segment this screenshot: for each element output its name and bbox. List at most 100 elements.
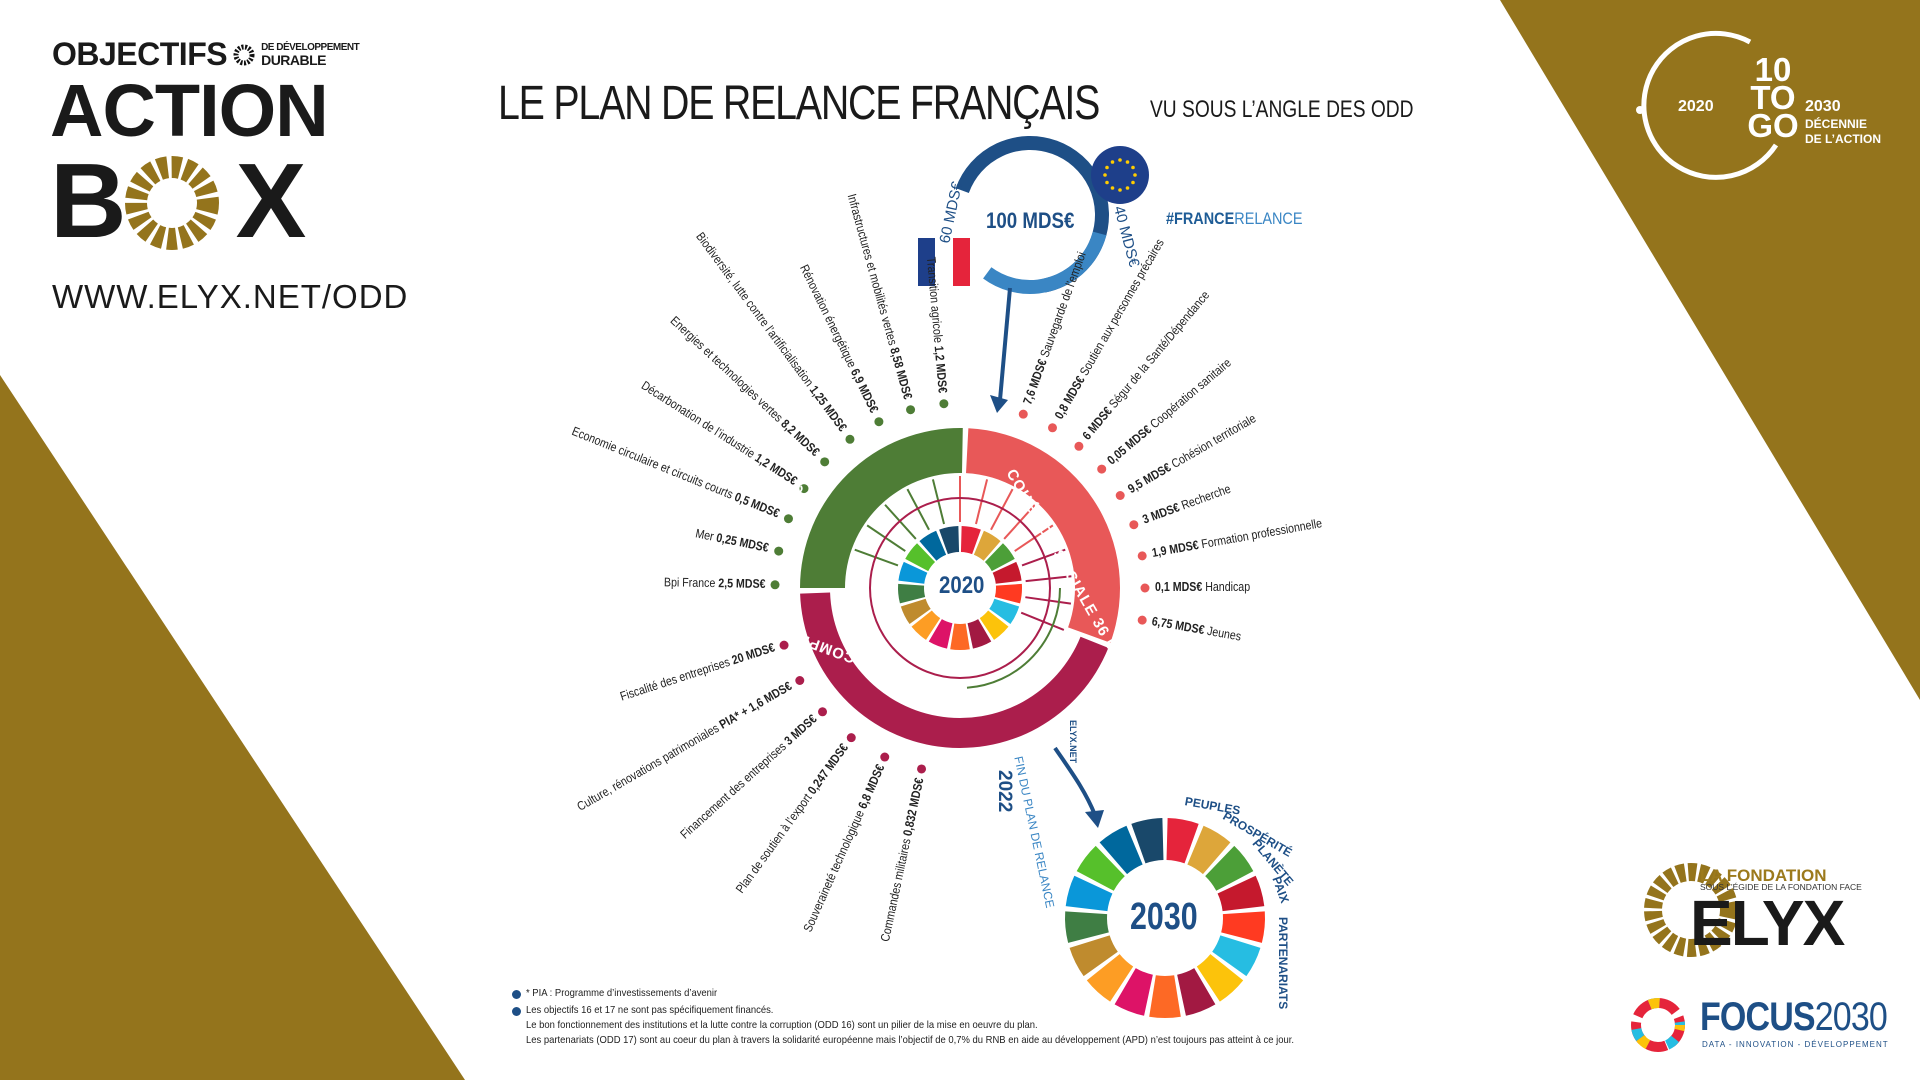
item-dot xyxy=(906,405,916,415)
item-dot xyxy=(770,580,780,590)
ten-text: 10 xyxy=(1754,51,1792,88)
sdg-segment-2030 xyxy=(1187,825,1231,875)
connector-line xyxy=(1021,548,1066,567)
connector-line xyxy=(974,479,989,525)
item-dot xyxy=(1137,551,1147,561)
brand-sub-bottom: DURABLE xyxy=(261,51,327,68)
footnote-bullet xyxy=(512,1007,521,1016)
gold-triangle-bottom-left xyxy=(0,375,465,1080)
arrow-down xyxy=(998,287,1012,401)
sdg-segment-2030 xyxy=(1114,968,1153,1016)
focus-bold: FOCUS xyxy=(1700,995,1816,1039)
sdg-segment-2020 xyxy=(939,526,960,555)
sdg-segment-2030 xyxy=(1065,875,1113,912)
page-subtitle: VU SOUS L’ANGLE DES ODD xyxy=(1150,96,1414,123)
connector-line xyxy=(1025,575,1072,583)
item-amount: 2,5 MDS€ xyxy=(717,575,766,591)
sdg-segment-2020 xyxy=(950,623,970,650)
connector-line xyxy=(854,548,899,567)
plan-diagram xyxy=(770,136,1265,1018)
eu-star xyxy=(1118,188,1122,192)
hashtag-bold: #FRANCE xyxy=(1166,209,1235,228)
eu-star xyxy=(1125,160,1130,164)
sdg-segment-2020 xyxy=(898,583,926,604)
item-dot xyxy=(795,676,805,685)
connector-line xyxy=(1003,504,1036,540)
item-dot xyxy=(939,399,949,409)
connector-ring xyxy=(869,497,1051,679)
ecologie-item: Bpi France 2,5 MDS€ xyxy=(663,575,765,591)
sdg-segment-2020 xyxy=(911,610,941,640)
gold-triangle-top-right xyxy=(1500,0,1920,700)
sdg-wheel-icon xyxy=(233,44,255,65)
connector-line xyxy=(866,524,906,552)
sdg-segment-2030 xyxy=(1064,911,1109,943)
sdg-wheel-icon xyxy=(125,156,219,250)
sdg-segment-2020 xyxy=(994,583,1023,604)
focus-name: FOCUS2030 xyxy=(1700,995,1888,1040)
sdg-segment-2020 xyxy=(905,543,936,572)
fondation-name: ELYX xyxy=(1690,887,1845,959)
item-dot xyxy=(917,764,927,774)
brand-objectifs-text: OBJECTIFS xyxy=(52,36,228,72)
elyx-small-logo: ELYX.NET xyxy=(1068,720,1078,764)
connector-line xyxy=(990,488,1014,531)
eu-star xyxy=(1131,165,1135,170)
item-label: Handicap xyxy=(1205,580,1251,594)
eu-star xyxy=(1110,186,1115,190)
item-dot xyxy=(1129,520,1139,530)
item-dot xyxy=(880,752,890,762)
item-dot xyxy=(774,546,784,556)
brand-action: ACTION xyxy=(50,69,329,152)
connector-line xyxy=(1025,596,1072,605)
item-dot xyxy=(779,640,789,650)
item-dot xyxy=(1018,409,1028,419)
plan-end-year: 2022 xyxy=(994,770,1015,813)
connector-line xyxy=(884,504,917,540)
eu-star xyxy=(1103,173,1107,177)
fondation-title: LA FONDATION xyxy=(1700,866,1827,885)
decade-circle-icon xyxy=(1636,30,1779,180)
hashtag[interactable]: #FRANCERELANCE xyxy=(1166,209,1303,229)
sdg-segment-2030 xyxy=(1069,935,1118,977)
arrow-head xyxy=(1085,810,1104,828)
sdg-segment-2020 xyxy=(967,619,992,649)
cohesion-item: 0,1 MDS€ Handicap xyxy=(1155,580,1250,594)
focus-logo-icon xyxy=(1631,998,1685,1052)
go-text: GO xyxy=(1747,107,1799,144)
eu-star xyxy=(1105,180,1109,185)
total-amount: 100 MDS€ xyxy=(986,208,1075,233)
fondation-wheel-icon xyxy=(1644,863,1738,957)
target-year: 2030 xyxy=(1130,896,1198,938)
eu-star xyxy=(1133,173,1137,177)
focus-light: 2030 xyxy=(1814,995,1888,1039)
footnote-line3: Les partenariats (ODD 17) sont au coeur … xyxy=(526,1034,1294,1046)
item-dot xyxy=(1074,441,1084,451)
item-dot xyxy=(874,417,884,427)
decade-until: 2030 xyxy=(1805,98,1841,115)
item-dot xyxy=(845,434,855,444)
decade-label2: DE L’ACTION xyxy=(1805,132,1882,146)
item-dot xyxy=(1097,464,1107,474)
arrow-head xyxy=(990,395,1008,413)
item-dot xyxy=(783,514,793,524)
sdg-segment-2030 xyxy=(1149,975,1181,1018)
item-dot xyxy=(1048,423,1057,433)
brand-url-link[interactable]: WWW.ELYX.NET/ODD xyxy=(52,278,409,315)
sdg-segment-2020 xyxy=(960,526,981,555)
sdg-segment-2030 xyxy=(1177,968,1216,1016)
sdg-segment-2030 xyxy=(1196,954,1244,1002)
sdg-segment-2020 xyxy=(989,598,1020,625)
item-dot xyxy=(1137,615,1147,625)
footnote-line1: Les objectifs 16 et 17 ne sont pas spéci… xyxy=(526,1004,774,1016)
sdg-segment-2020 xyxy=(898,561,928,584)
sdg-segment-2030 xyxy=(1086,954,1134,1002)
brand-objectifs: OBJECTIFS DE DÉVELOPPEMENT DURABLE xyxy=(52,36,360,73)
item-dot xyxy=(820,457,830,467)
sdg-segment-2020 xyxy=(973,530,1001,561)
sdg-segment-2020 xyxy=(919,530,947,561)
sdg-segment-2020 xyxy=(900,598,931,625)
pillar-2030-word: PARTENARIATS xyxy=(1276,917,1290,1010)
